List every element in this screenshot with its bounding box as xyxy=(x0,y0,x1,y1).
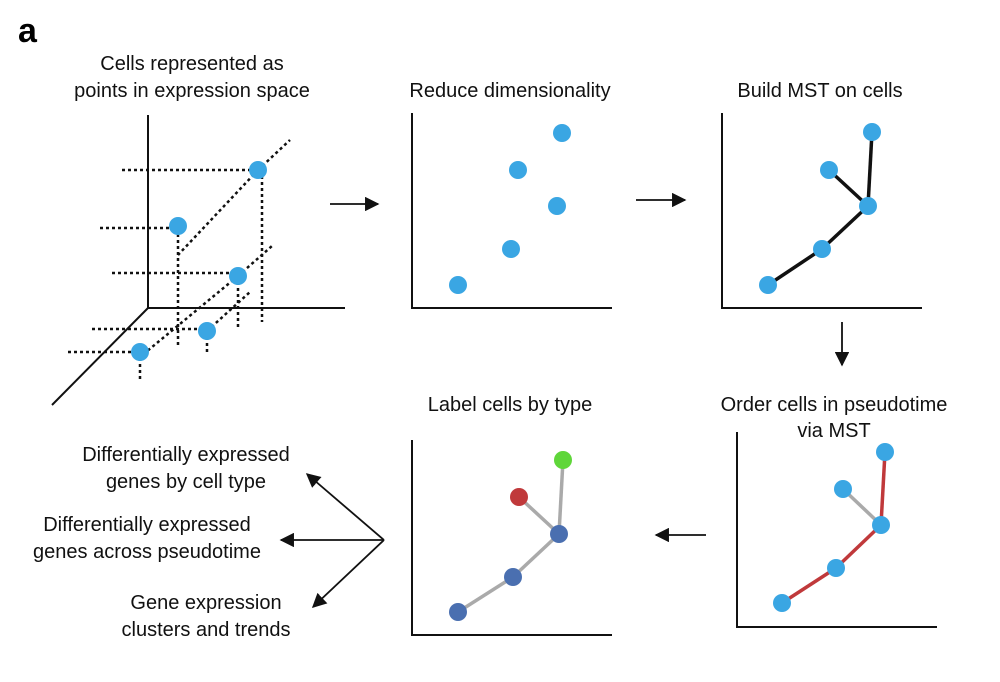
cell-point xyxy=(548,197,566,215)
cell-type-red xyxy=(510,488,528,506)
output-pseudotime-line2: genes across pseudotime xyxy=(33,541,261,563)
cell-point xyxy=(502,240,520,258)
pseudotime-edge xyxy=(834,523,883,570)
expression-space-axes xyxy=(51,115,345,406)
tree-edge xyxy=(557,459,565,535)
cell-point xyxy=(449,276,467,294)
mst-cells xyxy=(759,123,881,294)
cell-point xyxy=(813,240,831,258)
output-celltype-line2: genes by cell type xyxy=(106,471,266,493)
label-title: Label cells by type xyxy=(428,394,593,416)
cell-point xyxy=(863,123,881,141)
output-clusters-line1: Gene expression xyxy=(130,592,281,614)
cell-point xyxy=(553,124,571,142)
cell-type-blue xyxy=(550,525,568,543)
cell-point xyxy=(827,559,845,577)
mst-title: Build MST on cells xyxy=(737,80,902,102)
output-arrows xyxy=(279,473,385,608)
cell-point xyxy=(229,267,247,285)
cell-point xyxy=(759,276,777,294)
panel-letter: a xyxy=(18,12,38,50)
pseudotime-axes xyxy=(736,432,937,628)
pseudotime-title-line1: Order cells in pseudotime xyxy=(721,394,948,416)
cell-type-blue xyxy=(449,603,467,621)
cell-point xyxy=(859,197,877,215)
cell-point xyxy=(249,161,267,179)
tree-edge xyxy=(457,575,514,614)
expression-space-title-line2: points in expression space xyxy=(74,80,310,102)
output-pseudotime-line1: Differentially expressed xyxy=(43,514,251,536)
cell-point xyxy=(131,343,149,361)
reduce-axes xyxy=(411,113,612,309)
cell-point xyxy=(773,594,791,612)
pseudotime-title-line2: via MST xyxy=(797,420,870,442)
cell-point xyxy=(820,161,838,179)
output-celltype-line1: Differentially expressed xyxy=(82,444,290,466)
pseudotime-edge xyxy=(781,566,837,605)
mst-edges xyxy=(767,131,874,287)
cell-point xyxy=(198,322,216,340)
cell-point xyxy=(509,161,527,179)
expression-space-title-line1: Cells represented as xyxy=(100,53,283,75)
cell-type-green xyxy=(554,451,572,469)
pseudotime-edges xyxy=(781,451,887,605)
projection-guides xyxy=(68,139,291,380)
cell-point xyxy=(169,217,187,235)
reduce-cells xyxy=(449,124,571,294)
pseudotime-cells xyxy=(773,443,894,612)
expression-space-cells xyxy=(131,161,267,361)
mst-edge xyxy=(866,131,874,207)
tree-edge xyxy=(517,495,561,536)
cell-point xyxy=(876,443,894,461)
reduce-title: Reduce dimensionality xyxy=(409,80,610,102)
cell-point xyxy=(834,480,852,498)
mst-edge xyxy=(767,247,823,287)
mst-axes xyxy=(721,113,922,309)
label-edges xyxy=(457,459,565,614)
label-cells xyxy=(449,451,572,621)
tree-edge xyxy=(511,532,561,579)
arrow-to-output-celltype xyxy=(305,473,385,541)
y-axis xyxy=(51,307,149,406)
cell-type-blue xyxy=(504,568,522,586)
label-axes xyxy=(411,440,612,636)
cell-point xyxy=(872,516,890,534)
pseudotime-edge xyxy=(879,451,887,526)
mst-edge xyxy=(820,204,870,251)
arrow-to-output-clusters xyxy=(311,539,385,608)
output-clusters-line2: clusters and trends xyxy=(122,619,291,641)
